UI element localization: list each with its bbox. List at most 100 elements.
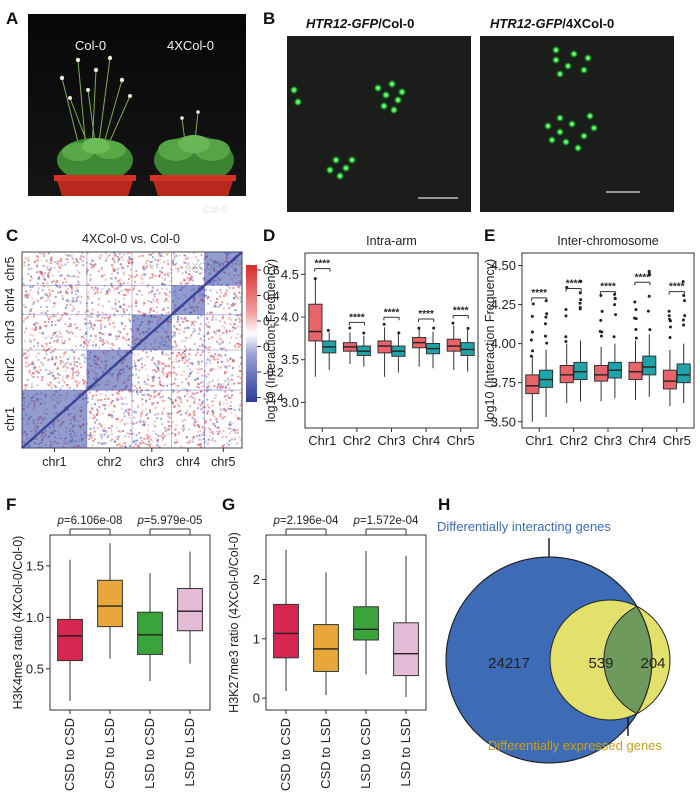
gfp-focus <box>583 53 593 63</box>
gfp-focus <box>325 165 335 175</box>
p-value-label: p=1.572e-04 <box>353 515 420 527</box>
panel-c-title: 4XCol-0 vs. Col-0 <box>82 232 180 246</box>
panel-b-right-title: HTR12-GFP/4XCol-0 <box>490 16 614 31</box>
x-tick-label: Chr1 <box>308 433 336 448</box>
y-tick-label: 2 <box>253 572 260 587</box>
box-CSD to LSD <box>313 572 339 696</box>
box-series1-Chr5 <box>446 321 461 370</box>
y-tick-label: 0.5 <box>26 661 44 676</box>
gfp-focus <box>381 90 391 100</box>
panel-c-heatmap: 4XCol-0 <box>21 251 243 449</box>
gfp-focus <box>397 87 407 97</box>
x-tick-label: CSD to LSD <box>102 718 117 789</box>
gfp-focus <box>569 49 579 59</box>
significance-stars: **** <box>531 288 547 299</box>
heatmap-y-label: chr2 <box>3 358 17 382</box>
panel-letter-d: D <box>263 226 275 245</box>
box-series2-Chr3 <box>391 331 406 373</box>
chart-title: Intra-arm <box>366 234 417 248</box>
y-tick-label: 3.5 <box>281 352 299 367</box>
p-value-label: p=5.979e-05 <box>137 515 203 527</box>
significance-stars: **** <box>566 279 582 290</box>
tetraploid-photo-label: 4XCol-0 <box>167 38 214 53</box>
flower-clusters <box>59 55 200 120</box>
x-tick-label: Chr2 <box>343 433 371 448</box>
panel-b-micrograph-left <box>287 36 471 212</box>
colorbar-tick-label: -0.2 <box>263 366 284 380</box>
gfp-focus <box>561 137 571 147</box>
heatmap-x-label: chr3 <box>140 455 164 469</box>
panel-letter-g: G <box>222 495 235 514</box>
significance-stars: **** <box>453 306 469 317</box>
gfp-focus <box>551 45 561 55</box>
y-tick-label: 4.50 <box>491 258 516 273</box>
gfp-foci-left <box>289 79 407 181</box>
significance-stars: **** <box>600 282 616 293</box>
panel-letter-b: B <box>263 9 275 28</box>
heatmap-x-label: chr2 <box>97 455 121 469</box>
box-LSD to CSD <box>353 551 379 675</box>
venn-count-left: 24217 <box>488 655 530 672</box>
box-series2-Chr4 <box>425 326 441 369</box>
heatmap-y-label: chr3 <box>3 320 17 344</box>
x-tick-label: Chr4 <box>628 433 656 448</box>
gfp-focus <box>387 79 397 89</box>
box-series2-Chr1 <box>539 299 554 418</box>
panel-b-left-title: HTR12-GFP/Col-0 <box>306 16 414 31</box>
heatmap-x-labels: chr1 chr2 chr3 chr4 chr5 <box>42 448 236 469</box>
venn-bottom-label: Differentially expressed genes <box>488 738 662 753</box>
box-series2-Chr2 <box>356 331 371 367</box>
gfp-focus <box>589 123 599 133</box>
panel-letter-e: E <box>484 226 495 245</box>
pot-4xcol0 <box>152 178 234 196</box>
gfp-focus <box>543 121 553 131</box>
box-CSD to LSD <box>97 543 123 659</box>
box-series2-Chr5 <box>676 280 691 403</box>
heatmap-x-label: chr4 <box>176 455 200 469</box>
x-tick-label: LSD to CSD <box>358 718 373 789</box>
gfp-focus <box>555 69 565 79</box>
colorbar-tick-label: 0.4 <box>263 289 280 303</box>
gfp-focus <box>573 143 583 153</box>
y-axis-label: H3K27me3 ratio (4XCol-0/Col-0) <box>227 532 241 713</box>
x-tick-label: CSD to CSD <box>62 718 77 791</box>
y-tick-label: 4.5 <box>281 267 299 282</box>
gfp-foci-right <box>543 45 599 153</box>
pot-col0 <box>56 178 134 196</box>
x-tick-label: Chr5 <box>447 433 475 448</box>
panel-b-micrograph-right <box>480 36 674 212</box>
box-CSD to CSD <box>57 559 83 701</box>
x-tick-label: CSD to CSD <box>278 718 293 791</box>
heatmap-y-label: chr5 <box>3 256 17 280</box>
panel-g-boxplot: 0 1 2 H3K27me3 ratio (4XCol-0/Col-0) CSD to … <box>227 515 427 791</box>
box-series1-Chr5 <box>662 309 677 407</box>
y-tick-label: 3.0 <box>281 395 299 410</box>
x-tick-label: LSD to LSD <box>182 718 197 787</box>
x-tick-label: Chr2 <box>560 433 588 448</box>
gfp-focus <box>347 155 357 165</box>
rosette-4xcol0 <box>154 135 234 184</box>
colorbar-tick-label: 0.6 <box>263 264 280 278</box>
box-series2-Chr1 <box>322 328 337 370</box>
heatmap-x-label: chr1 <box>42 455 66 469</box>
x-tick-label: Chr5 <box>663 433 691 448</box>
gfp-focus <box>289 85 299 95</box>
box-LSD to LSD <box>177 551 203 664</box>
heatmap-diagonal-blocks <box>21 251 243 449</box>
y-axis-label: H3K4me3 ratio (4XCol-0/Col-0) <box>11 536 25 710</box>
box-series1-Chr3 <box>377 322 392 377</box>
y-axis-label: log10 (Interaction Frequency) <box>264 259 278 422</box>
heatmap-colorbar: 0.6 0.4 0.2 0 -0.2 -0.4 <box>246 264 284 405</box>
box-series1-Chr2 <box>559 285 574 403</box>
y-tick-label: 0 <box>253 691 260 706</box>
panel-c-ghost-label: 4XCol-0 <box>185 261 225 273</box>
x-tick-label: CSD to LSD <box>318 718 333 789</box>
chart-title: Inter-chromosome <box>557 234 658 248</box>
heatmap-y-label: chr4 <box>3 288 17 312</box>
y-tick-label: 1.5 <box>26 558 44 573</box>
box-series1-Chr4 <box>412 326 427 367</box>
box-series2-Chr5 <box>460 326 475 372</box>
box-series1-Chr2 <box>342 326 358 364</box>
box-LSD to CSD <box>137 573 163 682</box>
